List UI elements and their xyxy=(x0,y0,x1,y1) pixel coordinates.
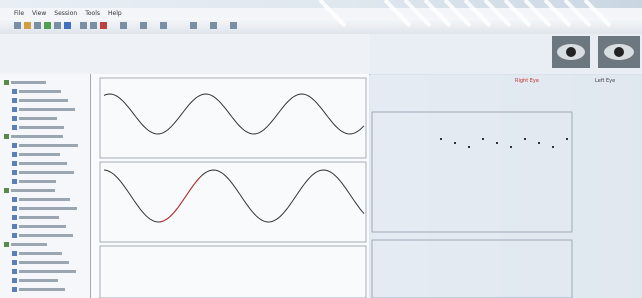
waveform xyxy=(104,94,364,134)
tree-icon xyxy=(12,224,17,229)
tree-text-placeholder xyxy=(19,99,68,102)
scatter-dot xyxy=(566,138,568,140)
tree-text-placeholder xyxy=(19,90,61,93)
tree-icon xyxy=(12,260,17,265)
tree-icon xyxy=(12,116,17,121)
decor-stripes xyxy=(320,0,610,26)
tree-text-placeholder xyxy=(19,180,56,183)
scatter-dot xyxy=(496,142,498,144)
tree-icon xyxy=(12,287,17,292)
tree-text-placeholder xyxy=(19,153,60,156)
tree-text-placeholder xyxy=(19,198,70,201)
tree-text-placeholder xyxy=(19,117,57,120)
tree-text-placeholder xyxy=(19,261,69,264)
tree-icon xyxy=(4,80,9,85)
tree-icon xyxy=(12,278,17,283)
tree-text-placeholder xyxy=(19,252,62,255)
scatter-dot xyxy=(454,142,456,144)
scatter-dot xyxy=(524,138,526,140)
tree-text-placeholder xyxy=(11,135,63,138)
scatter-dot xyxy=(552,146,554,148)
tree-icon xyxy=(12,89,17,94)
scatter-dot xyxy=(538,142,540,144)
tree-text-placeholder xyxy=(19,162,67,165)
tree-icon xyxy=(4,242,9,247)
screen: File View Session Tools Help Right Eye L… xyxy=(0,0,642,298)
scatter-dot xyxy=(510,146,512,148)
tree-icon xyxy=(12,98,17,103)
tree-icon xyxy=(12,197,17,202)
tree-text-placeholder xyxy=(19,234,73,237)
tree-icon xyxy=(12,251,17,256)
scatter-dot xyxy=(468,146,470,148)
tree-icon xyxy=(12,269,17,274)
tree-icon xyxy=(12,215,17,220)
tree-icon xyxy=(12,152,17,157)
waveform xyxy=(104,170,364,222)
toolbar-icons xyxy=(14,22,237,29)
tree-text-placeholder xyxy=(19,288,65,291)
tree-text-placeholder xyxy=(11,189,55,192)
scatter-dot xyxy=(482,138,484,140)
tree-text-placeholder xyxy=(19,108,75,111)
tree-text-placeholder xyxy=(19,279,58,282)
overlay xyxy=(0,0,642,298)
tree-icon xyxy=(12,179,17,184)
eye-images xyxy=(552,36,640,68)
tree-text-placeholder xyxy=(11,81,46,84)
tree-icon xyxy=(12,125,17,130)
tree-text-placeholder xyxy=(19,126,64,129)
tree-icon xyxy=(12,233,17,238)
tree-icon xyxy=(4,134,9,139)
tree-icon xyxy=(12,107,17,112)
tree-icon xyxy=(12,143,17,148)
tree-text-placeholder xyxy=(19,216,59,219)
tree-icon xyxy=(12,170,17,175)
scatter-dot xyxy=(440,138,442,140)
tree-text-placeholder xyxy=(19,171,74,174)
tree-text-placeholder xyxy=(19,270,76,273)
waveform-highlight xyxy=(160,177,200,222)
tree-text-placeholder xyxy=(11,243,47,246)
tree-text-placeholder xyxy=(19,207,77,210)
tree-icon xyxy=(4,188,9,193)
tree-text-placeholder xyxy=(19,144,78,147)
tree-icon xyxy=(12,206,17,211)
tree-icon xyxy=(12,161,17,166)
plot-frames xyxy=(100,78,572,298)
tree-text-placeholder xyxy=(19,225,66,228)
tree-items xyxy=(4,80,78,292)
